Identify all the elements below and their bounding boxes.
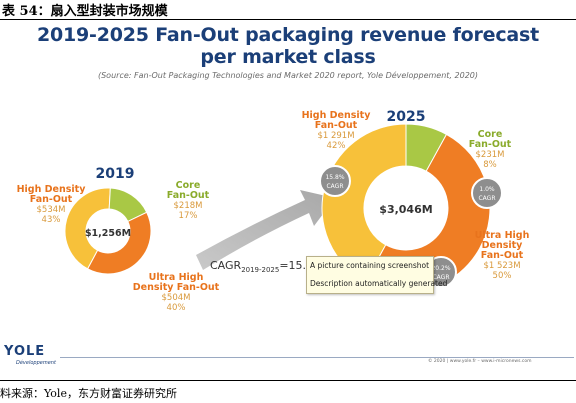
- label-2025-ultra-name-0: Ultra High: [475, 230, 530, 241]
- donut-charts: [64, 123, 491, 293]
- label-2019-core-percent: 17%: [179, 211, 198, 221]
- label-2019-ultra-percent: 40%: [167, 303, 186, 313]
- label-2019-high-density-value: $534M: [37, 205, 66, 215]
- cagr-badge-label-ultra: CAGR: [432, 274, 449, 281]
- label-2025-high-density-value: $1 291M: [317, 131, 354, 141]
- label-2025-ultra-name-1: Density: [482, 240, 524, 251]
- label-2025-ultra-value: $1 523M: [483, 261, 520, 271]
- label-2019-high-density-name-0: High Density: [17, 184, 87, 195]
- footer-divider: [60, 357, 574, 358]
- label-2025-ultra-name-2: Fan-Out: [481, 250, 524, 261]
- label-2019-core-value: $218M: [174, 201, 203, 211]
- label-2025-core-percent: 8%: [483, 160, 497, 170]
- cagr-badge-value-high-density: 15.8%: [325, 174, 344, 181]
- label-2025-core-value: $231M: [476, 150, 505, 160]
- year-2019: 2019: [96, 166, 135, 182]
- donut-hole-0: [86, 209, 130, 253]
- cagr-badge-value-ultra: 20.2%: [431, 265, 450, 272]
- label-2019-high-density-name-1: Fan-Out: [30, 194, 73, 205]
- yole-logo: YOLE: [4, 344, 46, 359]
- footer-copyright: © 2020 | www.yole.fr – www.i-micronews.c…: [428, 359, 532, 364]
- caption-divider: [0, 19, 576, 20]
- label-2019-core-name-1: Fan-Out: [167, 190, 210, 201]
- label-2019-ultra-value: $504M: [162, 293, 191, 303]
- tooltip-line2: Description automatically generated: [310, 279, 448, 288]
- label-2025-ultra-percent: 50%: [493, 271, 512, 281]
- data-source-note: 料来源：Yole，东方财富证券研究所: [0, 387, 177, 400]
- label-2019-ultra-name-1: Density Fan-Out: [133, 282, 220, 293]
- cagr-total: CAGR2019-2025=15.9: [210, 259, 313, 274]
- bottom-divider: [0, 380, 576, 381]
- yole-logo-subtitle: Développement: [16, 360, 56, 366]
- total-2019: $1,256M: [85, 228, 131, 239]
- label-2019-high-density-percent: 43%: [42, 215, 61, 225]
- cagr-total-sub: 2019-2025: [241, 266, 279, 274]
- image-alt-tooltip: A picture containing screenshot Descript…: [306, 256, 447, 294]
- label-2019-ultra-name-0: Ultra High: [149, 272, 204, 283]
- label-2025-core-name-1: Fan-Out: [469, 139, 512, 150]
- chart-subtitle: (Source: Fan-Out Packaging Technologies …: [97, 71, 478, 80]
- chart-title: 2019-2025 Fan-Out packaging revenue fore…: [36, 24, 540, 46]
- label-2025-high-density-name-0: High Density: [302, 110, 372, 121]
- figure-caption: 表 54：扇入型封装市场规模: [2, 4, 168, 19]
- cagr-total-value: =15.9: [279, 259, 313, 272]
- growth-arrow: [196, 190, 335, 270]
- cagr-badge-core: [471, 177, 503, 209]
- label-2025-high-density-name-1: Fan-Out: [315, 120, 358, 131]
- cagr-badge-label-core: CAGR: [478, 195, 495, 202]
- cagr-badge-high-density: [319, 165, 351, 197]
- cagr-badge-label-high-density: CAGR: [326, 183, 343, 190]
- donut-hole-1: [364, 166, 448, 250]
- year-2025: 2025: [387, 109, 426, 125]
- tooltip-line1: A picture containing screenshot: [310, 261, 430, 270]
- label-2025-high-density-percent: 42%: [327, 141, 346, 151]
- label-2019-core-name-0: Core: [176, 180, 201, 191]
- cagr-total-label: CAGR: [210, 259, 242, 272]
- total-2025: $3,046M: [379, 203, 432, 216]
- cagr-badge-value-core: 1.0%: [479, 186, 495, 193]
- label-2025-core-name-0: Core: [478, 129, 503, 140]
- chart-title-line2: per market class: [200, 46, 376, 68]
